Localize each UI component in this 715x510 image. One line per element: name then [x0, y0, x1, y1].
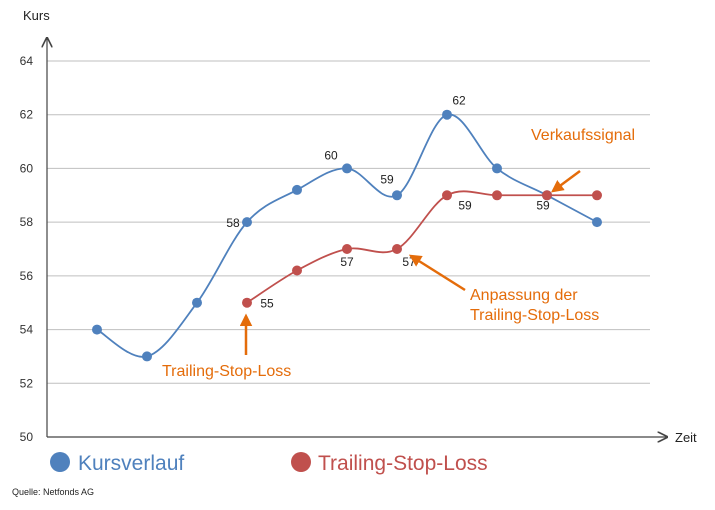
- data-label-trailing-stop-loss: 55: [260, 297, 274, 311]
- series-line-trailing-stop-loss: [246, 190, 597, 304]
- data-label-kursverlauf: 59: [380, 172, 394, 186]
- y-tick-label: 64: [20, 54, 34, 68]
- y-tick-label: 56: [20, 269, 34, 283]
- source-note: Quelle: Netfonds AG: [12, 487, 95, 497]
- y-tick-label: 62: [20, 108, 34, 122]
- data-point-kursverlauf: [592, 217, 602, 228]
- data-point-trailing-stop-loss: [392, 244, 402, 254]
- data-point-kursverlauf: [242, 217, 252, 228]
- legend-label-kursverlauf: Kursverlauf: [78, 452, 184, 475]
- legend-label-trailing-stop-loss: Trailing-Stop-Loss: [318, 452, 488, 475]
- y-axis-label: Kurs: [23, 8, 50, 23]
- data-point-trailing-stop-loss: [442, 190, 452, 201]
- annotation-verkaufssignal: Verkaufssignal: [531, 127, 635, 144]
- data-label-trailing-stop-loss: 59: [458, 198, 472, 212]
- y-tick-label: 60: [20, 161, 34, 175]
- data-label-kursverlauf: 59: [536, 198, 550, 212]
- legend-marker-trailing-stop-loss: [291, 452, 311, 472]
- data-point-kursverlauf: [442, 109, 452, 120]
- annotation-anpassung-line2: Trailing-Stop-Loss: [470, 307, 599, 324]
- data-point-kursverlauf: [92, 324, 102, 335]
- data-label-kursverlauf: 58: [226, 216, 240, 230]
- grid-lines: [47, 60, 650, 384]
- data-point-kursverlauf: [292, 184, 302, 195]
- data-point-trailing-stop-loss: [542, 190, 552, 201]
- data-point-trailing-stop-loss: [242, 297, 252, 308]
- annotation-trailing-stop-loss: Trailing-Stop-Loss: [162, 363, 291, 380]
- anpassung-arrow: [408, 254, 466, 292]
- data-point-kursverlauf: [392, 190, 402, 201]
- data-point-trailing-stop-loss: [292, 265, 302, 276]
- y-tick-label: 54: [20, 323, 34, 337]
- y-tick-label: 52: [20, 376, 34, 390]
- x-axis-label: Zeit: [675, 430, 697, 445]
- data-point-trailing-stop-loss: [592, 190, 602, 201]
- series-layer: [92, 109, 602, 362]
- legend-marker-kursverlauf: [50, 452, 70, 472]
- data-label-kursverlauf: 60: [324, 148, 338, 162]
- annotation-anpassung-line1: Anpassung der: [470, 287, 578, 304]
- y-tick-label: 50: [20, 430, 34, 444]
- legend: Kursverlauf Trailing-Stop-Loss: [50, 452, 488, 475]
- data-point-kursverlauf: [492, 163, 502, 174]
- data-point-kursverlauf: [142, 351, 152, 362]
- y-tick-label: 58: [20, 215, 34, 229]
- data-point-trailing-stop-loss: [342, 244, 352, 254]
- data-label-trailing-stop-loss: 57: [340, 255, 354, 269]
- verkaufssignal-arrow: [550, 169, 581, 193]
- data-point-kursverlauf: [192, 297, 202, 308]
- y-axis-ticks: 50 52 54 56 58 60 62 64: [20, 54, 34, 444]
- data-point-trailing-stop-loss: [492, 190, 502, 201]
- data-point-kursverlauf: [342, 163, 352, 174]
- data-label-kursverlauf: 62: [452, 94, 466, 108]
